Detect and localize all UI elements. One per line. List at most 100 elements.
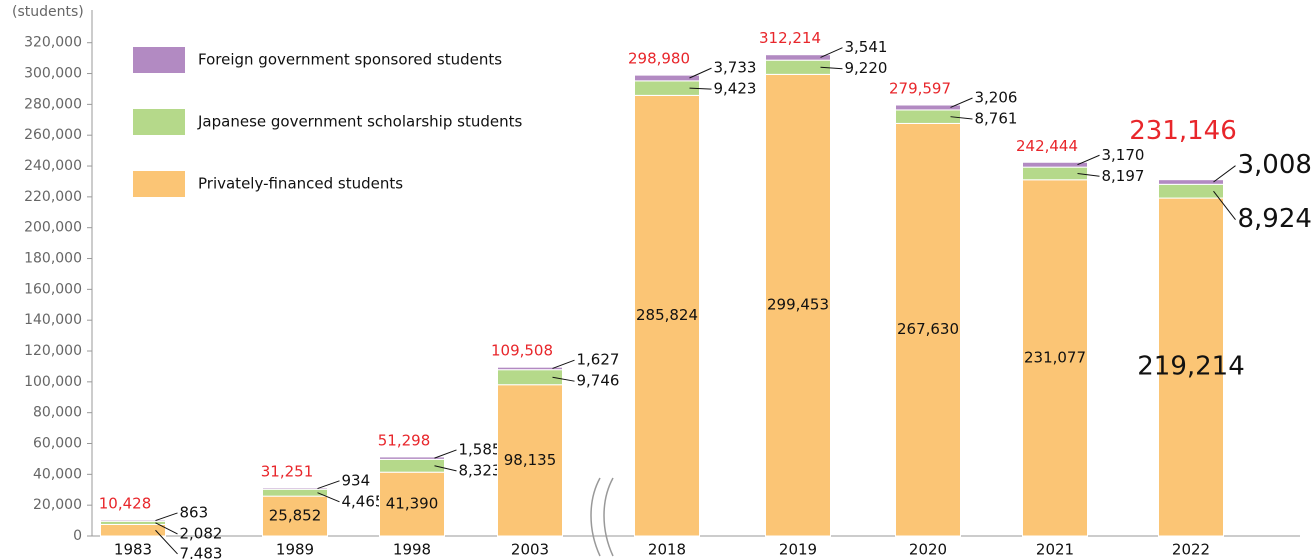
private-label: 219,214 bbox=[1137, 352, 1245, 382]
bar-segment bbox=[634, 74, 700, 82]
bar-segment bbox=[634, 94, 700, 537]
total-label: 242,444 bbox=[1016, 137, 1078, 155]
private-label: 285,824 bbox=[636, 306, 698, 324]
foreign-label: 1,627 bbox=[577, 351, 620, 369]
total-label: 298,980 bbox=[628, 50, 690, 68]
x-tick-label: 1989 bbox=[276, 541, 314, 559]
japanese-label: 8,924 bbox=[1238, 204, 1311, 234]
leader-line bbox=[950, 116, 973, 120]
private-label: 267,630 bbox=[897, 320, 959, 338]
foreign-label: 3,170 bbox=[1102, 146, 1145, 164]
foreign-label: 1,585 bbox=[459, 440, 502, 458]
total-label: 10,428 bbox=[99, 494, 152, 512]
bar-segment bbox=[100, 519, 166, 522]
foreign-label: 3,541 bbox=[845, 38, 888, 56]
leader-line bbox=[552, 359, 575, 369]
bar-segment bbox=[379, 471, 445, 537]
leader-line bbox=[1077, 154, 1100, 166]
leader-line bbox=[689, 87, 712, 90]
axis-break bbox=[590, 477, 614, 557]
x-tick-label: 2003 bbox=[511, 541, 549, 559]
y-tick-label: 260,000 bbox=[24, 127, 82, 143]
bar-segment bbox=[765, 73, 831, 537]
x-tick-label: 1998 bbox=[393, 541, 431, 559]
japanese-label: 8,761 bbox=[975, 109, 1018, 127]
private-label: 98,135 bbox=[504, 451, 557, 469]
legend-swatch bbox=[133, 171, 185, 197]
y-tick-label: 60,000 bbox=[33, 436, 82, 452]
total-label: 51,298 bbox=[378, 431, 431, 449]
leader-line bbox=[552, 376, 575, 382]
x-tick-label: 2019 bbox=[779, 541, 817, 559]
y-tick-label: 100,000 bbox=[24, 374, 82, 390]
legend-label: Privately-financed students bbox=[198, 175, 403, 193]
y-tick-label: 20,000 bbox=[33, 497, 82, 513]
bar-segment bbox=[1158, 197, 1224, 537]
private-label: 231,077 bbox=[1024, 348, 1086, 366]
leader-line bbox=[155, 512, 178, 522]
y-tick-label: 140,000 bbox=[24, 312, 82, 328]
japanese-label: 9,746 bbox=[577, 372, 620, 390]
leader-line bbox=[1213, 190, 1236, 220]
total-label: 279,597 bbox=[889, 79, 951, 97]
total-label: 31,251 bbox=[261, 462, 314, 480]
total-label: 109,508 bbox=[491, 342, 553, 360]
leader-line bbox=[689, 67, 712, 79]
japanese-label: 9,423 bbox=[714, 80, 757, 98]
y-tick-label: 120,000 bbox=[24, 343, 82, 359]
leader-line bbox=[434, 449, 457, 459]
y-tick-label: 320,000 bbox=[24, 35, 82, 51]
leader-line bbox=[950, 97, 973, 108]
foreign-label: 3,206 bbox=[975, 88, 1018, 106]
bar-segment bbox=[895, 104, 961, 111]
leader-line bbox=[317, 492, 340, 503]
x-tick-label: 2022 bbox=[1172, 541, 1210, 559]
x-tick-label: 2021 bbox=[1036, 541, 1074, 559]
y-tick-label: 180,000 bbox=[24, 251, 82, 267]
bar-segment bbox=[262, 487, 328, 490]
y-axis-label: (students) bbox=[12, 4, 84, 20]
foreign-label: 3,733 bbox=[714, 59, 757, 77]
leader-line bbox=[820, 47, 843, 58]
japanese-label: 8,323 bbox=[459, 461, 502, 479]
x-tick-label: 2020 bbox=[909, 541, 947, 559]
leader-line bbox=[155, 522, 178, 535]
legend-swatch bbox=[133, 109, 185, 135]
total-label: 312,214 bbox=[759, 29, 821, 47]
leader-line bbox=[155, 529, 178, 555]
bar-segment bbox=[1158, 179, 1224, 185]
bar-segment bbox=[497, 384, 563, 537]
foreign-label: 3,008 bbox=[1238, 150, 1311, 180]
y-tick-label: 200,000 bbox=[24, 220, 82, 236]
leader-line bbox=[1213, 165, 1236, 183]
japanese-label: 8,197 bbox=[1102, 167, 1145, 185]
bar-segment bbox=[895, 122, 961, 537]
total-label: 231,146 bbox=[1129, 116, 1237, 146]
y-tick-label: 240,000 bbox=[24, 158, 82, 174]
private-label: 41,390 bbox=[386, 495, 439, 513]
bar-segment bbox=[497, 366, 563, 371]
foreign-label: 863 bbox=[180, 503, 209, 521]
legend-label: Foreign government sponsored students bbox=[198, 51, 502, 69]
y-tick-label: 160,000 bbox=[24, 281, 82, 297]
leader-line bbox=[820, 66, 843, 70]
leader-line bbox=[317, 480, 340, 490]
leader-line bbox=[434, 465, 457, 472]
legend-swatch bbox=[133, 47, 185, 73]
japanese-label: 2,082 bbox=[180, 524, 223, 542]
y-tick-label: 300,000 bbox=[24, 66, 82, 82]
y-tick-label: 0 bbox=[73, 528, 82, 544]
bar-segment bbox=[765, 54, 831, 61]
japanese-label: 9,220 bbox=[845, 59, 888, 77]
x-tick-label: 1983 bbox=[114, 541, 152, 559]
x-tick-label: 2018 bbox=[648, 541, 686, 559]
y-tick-label: 80,000 bbox=[33, 405, 82, 421]
leader-line bbox=[1077, 172, 1100, 177]
japanese-label: 4,465 bbox=[342, 492, 385, 510]
y-tick-label: 280,000 bbox=[24, 96, 82, 112]
y-tick-label: 220,000 bbox=[24, 189, 82, 205]
bar-segment bbox=[1022, 161, 1088, 168]
private-label: 25,852 bbox=[269, 507, 322, 525]
private-label: 299,453 bbox=[767, 296, 829, 314]
